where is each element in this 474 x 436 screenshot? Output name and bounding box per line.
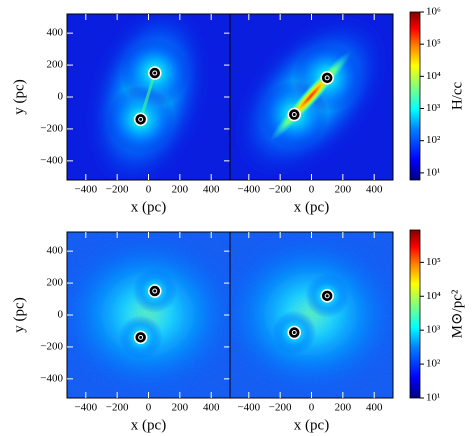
x-tick-label: 0 [309, 402, 315, 414]
colorbar-tick-label: 10² [426, 358, 441, 370]
y-tick-label: −400 [40, 372, 63, 384]
y-axis-label: y (pc) [11, 79, 27, 114]
black-hole-core [324, 75, 330, 81]
map [230, 14, 393, 180]
black-hole-core [138, 116, 144, 122]
black-hole-core [152, 70, 158, 76]
y-tick-label: 400 [47, 245, 64, 257]
x-tick-label: −200 [106, 402, 129, 414]
y-tick-label: 400 [47, 27, 64, 39]
x-tick-label: 200 [335, 184, 352, 196]
x-axis-label: x (pc) [294, 199, 329, 215]
x-tick-label: −200 [269, 402, 292, 414]
black-hole [148, 66, 162, 80]
colorbar-tick-label: 10¹ [426, 166, 440, 178]
colorbar [409, 11, 421, 181]
black-hole-core [291, 112, 297, 118]
x-tick-label: −400 [74, 184, 97, 196]
colorbar-tick-label: 10⁴ [426, 290, 441, 302]
x-tick-label: 0 [309, 184, 315, 196]
y-tick-label: 200 [47, 277, 64, 289]
x-axis-label: x (pc) [294, 417, 329, 433]
y-tick-label: 0 [58, 91, 64, 103]
y-tick-label: −200 [40, 340, 63, 352]
colorbar-tick-label: 10⁶ [426, 6, 441, 18]
black-hole [148, 284, 162, 298]
y-axis-label: y (pc) [11, 297, 27, 332]
black-hole-core [324, 293, 330, 299]
colorbar-tick-label: 10⁵ [426, 256, 441, 268]
x-tick-label: −200 [269, 184, 292, 196]
colorbar-label: H/cc [449, 82, 465, 111]
colorbar-label: M⊙/pc² [449, 289, 465, 338]
map [230, 232, 393, 398]
x-tick-label: 0 [146, 402, 152, 414]
black-hole-core [291, 330, 297, 336]
black-hole [287, 325, 302, 340]
x-tick-label: 400 [366, 402, 383, 414]
x-tick-label: 200 [172, 402, 189, 414]
y-tick-label: −200 [40, 122, 63, 134]
colorbar-tick-label: 10² [426, 134, 441, 146]
x-axis-label: x (pc) [131, 417, 166, 433]
x-tick-label: 400 [203, 184, 220, 196]
x-tick-label: 400 [203, 402, 220, 414]
noise [230, 232, 393, 398]
map [67, 14, 230, 180]
y-tick-label: 0 [58, 309, 64, 321]
black-hole [320, 71, 334, 85]
x-tick-label: −200 [106, 184, 129, 196]
gas-bridge [139, 72, 157, 120]
x-tick-label: 0 [146, 184, 152, 196]
colorbar-tick-label: 10¹ [426, 392, 440, 404]
black-hole-core [152, 288, 158, 294]
x-tick-label: −400 [74, 402, 97, 414]
noise [67, 232, 230, 398]
x-axis-label: x (pc) [131, 199, 166, 215]
x-tick-label: −400 [237, 184, 260, 196]
black-hole [287, 107, 302, 122]
y-tick-label: −400 [40, 154, 63, 166]
colorbar-tick-label: 10⁴ [426, 70, 441, 82]
colorbar-tick-label: 10³ [426, 102, 441, 114]
colorbar-tick-label: 10³ [426, 324, 441, 336]
black-hole [133, 112, 148, 127]
x-tick-label: 200 [335, 402, 352, 414]
x-tick-label: −400 [237, 402, 260, 414]
y-tick-label: 200 [47, 59, 64, 71]
x-tick-label: 400 [366, 184, 383, 196]
map [67, 232, 230, 398]
black-hole [320, 289, 334, 303]
x-tick-label: 200 [172, 184, 189, 196]
black-hole [133, 330, 148, 345]
colorbar [409, 229, 421, 399]
colorbar-tick-label: 10⁵ [426, 38, 441, 50]
black-hole-core [138, 334, 144, 340]
